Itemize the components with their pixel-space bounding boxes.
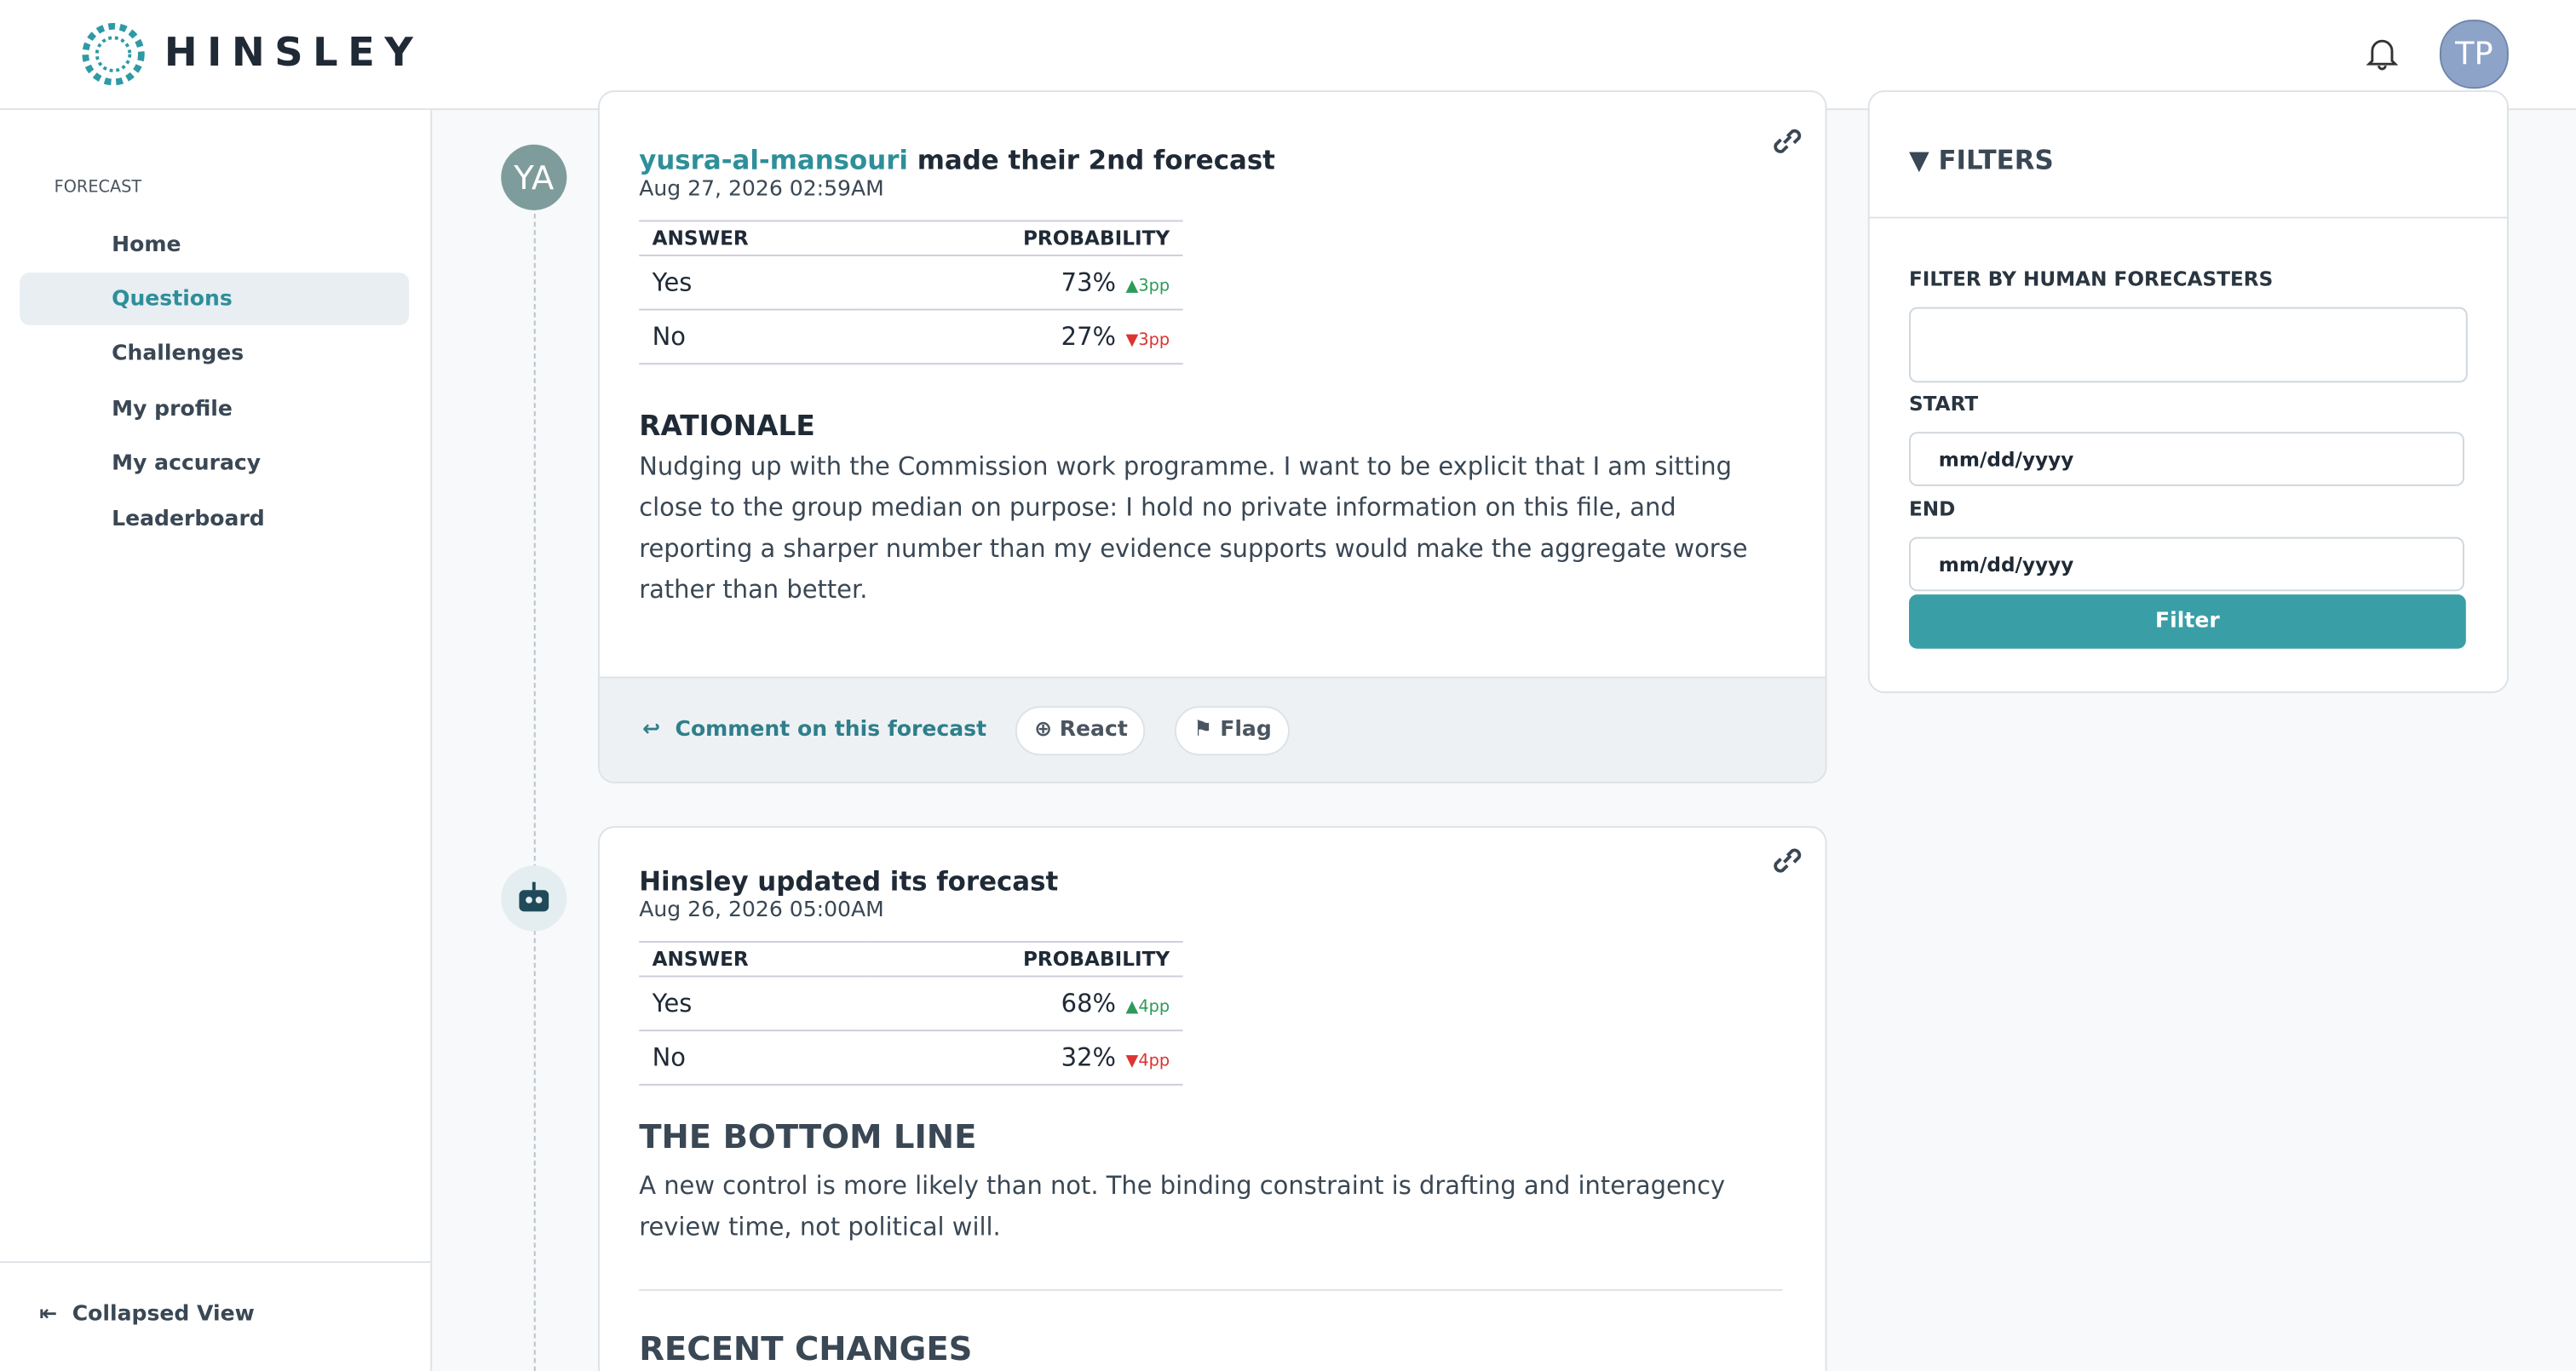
- column-header: ANSWER: [639, 941, 865, 978]
- probability-table: ANSWER PROBABILITY Yes 73% ▲3pp No 27% ▼3pp: [639, 220, 1183, 365]
- link-icon[interactable]: [1769, 125, 1805, 158]
- change: ▲3pp: [1125, 277, 1170, 296]
- section-title: RATIONALE: [639, 410, 815, 444]
- nav-label: Leaderboard: [112, 506, 265, 531]
- card-footer: ↩ Comment on this forecast ⊕ React ⚑ Fla…: [599, 676, 1826, 782]
- date: Aug 27, 2026 02:59AM: [639, 177, 884, 203]
- bell-icon[interactable]: [2366, 34, 2399, 71]
- answer: Yes: [639, 255, 865, 311]
- bot-avatar: [501, 865, 567, 932]
- start-date-input[interactable]: mm/dd/yyyy: [1908, 432, 2464, 486]
- nav-label: Challenges: [112, 341, 244, 367]
- probability: 32%: [1061, 1042, 1116, 1073]
- probability-table: ANSWER PROBABILITY Yes 68% ▲4pp No 32% ▼4pp: [639, 941, 1183, 1086]
- collapse-button[interactable]: ⇤ Collapsed View: [39, 1302, 255, 1328]
- column-header: PROBABILITY: [865, 220, 1183, 256]
- summary: A new control is more likely than not. T…: [639, 1171, 1726, 1242]
- nav-item[interactable]: My profile: [20, 383, 409, 436]
- forecast-card: Hinsley updated its forecast Aug 26, 202…: [597, 826, 1827, 1371]
- logo: [82, 22, 145, 86]
- nav-label: My accuracy: [112, 451, 262, 477]
- action: made their 2nd forecast: [917, 144, 1275, 176]
- collapse-label: Collapsed View: [72, 1302, 255, 1328]
- probability-cell: 73% ▲3pp: [865, 255, 1183, 311]
- filters-label: FILTERS: [1938, 144, 2054, 176]
- rationale: Nudging up with the Commission work prog…: [639, 451, 1748, 605]
- answer: No: [639, 309, 865, 365]
- avatar: YA: [501, 144, 567, 210]
- column-header: PROBABILITY: [865, 941, 1183, 978]
- change: ▼4pp: [1125, 1053, 1170, 1071]
- author: Hinsley updated its forecast: [639, 865, 1059, 897]
- nav-label: Questions: [112, 287, 233, 313]
- probability-cell: 68% ▲4pp: [865, 976, 1183, 1032]
- forecast-card: yusra-al-mansouri made their 2nd forecas…: [597, 90, 1827, 783]
- author[interactable]: yusra-al-mansouri: [639, 144, 908, 176]
- date: Aug 26, 2026 05:00AM: [639, 898, 884, 923]
- answer-row: No 32% ▼4pp: [639, 1030, 1183, 1086]
- answer-row: No 27% ▼3pp: [639, 309, 1183, 365]
- field-label: END: [1908, 497, 1956, 521]
- section-title: RECENT CHANGES: [639, 1328, 973, 1368]
- filters-panel: ▼ FILTERS FILTER BY HUMAN FORECASTERS ST…: [1867, 90, 2509, 693]
- nav-item[interactable]: Challenges: [20, 328, 409, 381]
- divider: [0, 1261, 431, 1264]
- placeholder: mm/dd/yyyy: [1938, 447, 2074, 471]
- end-date-input[interactable]: mm/dd/yyyy: [1908, 536, 2464, 592]
- comment-label: Comment on this forecast: [675, 717, 987, 743]
- column-header: ANSWER: [639, 220, 865, 256]
- answer: No: [639, 1030, 865, 1086]
- probability: 27%: [1061, 321, 1116, 352]
- nav-item[interactable]: Home: [20, 218, 409, 271]
- change: ▼3pp: [1125, 331, 1170, 350]
- nav-item[interactable]: Questions: [20, 272, 410, 326]
- forecaster-input[interactable]: [1908, 307, 2468, 383]
- sidebar: FORECAST Home Questions Challenges My profi…: [0, 110, 433, 1371]
- probability: 68%: [1061, 988, 1116, 1018]
- flag-button[interactable]: ⚑ Flag: [1175, 705, 1291, 755]
- comment-button[interactable]: ↩ Comment on this forecast: [642, 717, 987, 743]
- filter-button[interactable]: Filter: [1908, 594, 2466, 649]
- probability-cell: 27% ▼3pp: [865, 309, 1183, 365]
- nav-label: My profile: [112, 397, 233, 422]
- react-button[interactable]: ⊕ React: [1015, 705, 1147, 755]
- probability-cell: 32% ▼4pp: [865, 1030, 1183, 1086]
- link-icon[interactable]: [1769, 844, 1805, 877]
- header-row: ANSWER PROBABILITY: [639, 941, 1183, 978]
- react-label: React: [1059, 717, 1128, 743]
- answer-row: Yes 68% ▲4pp: [639, 976, 1183, 1032]
- filters-title: ▼ FILTERS: [1908, 144, 2054, 176]
- timeline: [533, 181, 536, 1371]
- answer: Yes: [639, 976, 865, 1032]
- brand: HINSLEY: [164, 29, 423, 76]
- answer-row: Yes 73% ▲3pp: [639, 255, 1183, 311]
- section-label: FORECAST: [54, 179, 142, 198]
- change: ▲4pp: [1125, 998, 1170, 1017]
- flag-label: Flag: [1220, 717, 1272, 743]
- field-label: FILTER BY HUMAN FORECASTERS: [1908, 267, 2274, 291]
- field-label: START: [1908, 392, 1979, 416]
- nav-item[interactable]: My accuracy: [20, 438, 409, 490]
- divider: [1869, 216, 2507, 219]
- nav-label: Home: [112, 232, 181, 257]
- nav-item[interactable]: Leaderboard: [20, 493, 409, 546]
- placeholder: mm/dd/yyyy: [1938, 552, 2074, 576]
- header-row: ANSWER PROBABILITY: [639, 220, 1183, 256]
- divider: [639, 1288, 1783, 1291]
- probability: 73%: [1061, 267, 1116, 298]
- user-avatar[interactable]: TP: [2439, 20, 2509, 89]
- section-title: THE BOTTOM LINE: [639, 1116, 977, 1156]
